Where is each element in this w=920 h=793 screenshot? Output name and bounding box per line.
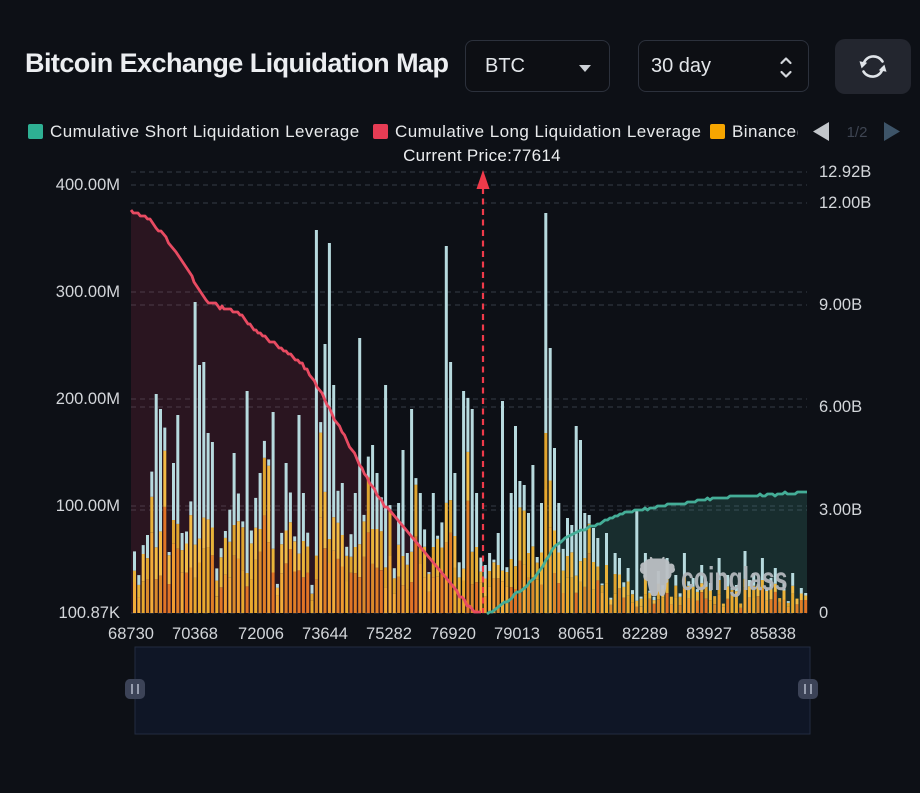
svg-text:6.00B: 6.00B [819,398,862,416]
svg-text:82289: 82289 [622,625,668,643]
svg-text:Binance(6.43B): Binance(6.43B) [732,122,855,141]
svg-text:79013: 79013 [494,625,540,643]
svg-text:3.00B: 3.00B [819,501,862,519]
svg-text:83927: 83927 [686,625,732,643]
svg-text:coinglass: coinglass [681,561,788,598]
svg-text:73644: 73644 [302,625,348,643]
svg-text:76920: 76920 [430,625,476,643]
svg-text:400.00M: 400.00M [56,176,120,194]
svg-text:68730: 68730 [108,625,154,643]
svg-text:12.92B: 12.92B [819,163,871,181]
svg-text:Cumulative Long Liquidation Le: Cumulative Long Liquidation Leverage [395,122,701,141]
svg-text:300.00M: 300.00M [56,283,120,301]
svg-text:80651: 80651 [558,625,604,643]
svg-text:100.87K: 100.87K [59,604,120,622]
svg-text:75282: 75282 [366,625,412,643]
svg-text:Current Price:77614: Current Price:77614 [403,146,561,165]
svg-text:0: 0 [819,604,828,622]
svg-text:100.00M: 100.00M [56,497,120,515]
svg-text:Cumulative Short Liquidation L: Cumulative Short Liquidation Leverage [50,122,360,141]
svg-text:1/2: 1/2 [847,124,868,141]
svg-text:200.00M: 200.00M [56,390,120,408]
svg-text:85838: 85838 [750,625,796,643]
svg-text:70368: 70368 [172,625,218,643]
svg-text:12.00B: 12.00B [819,194,871,212]
svg-text:72006: 72006 [238,625,284,643]
svg-text:9.00B: 9.00B [819,296,862,314]
